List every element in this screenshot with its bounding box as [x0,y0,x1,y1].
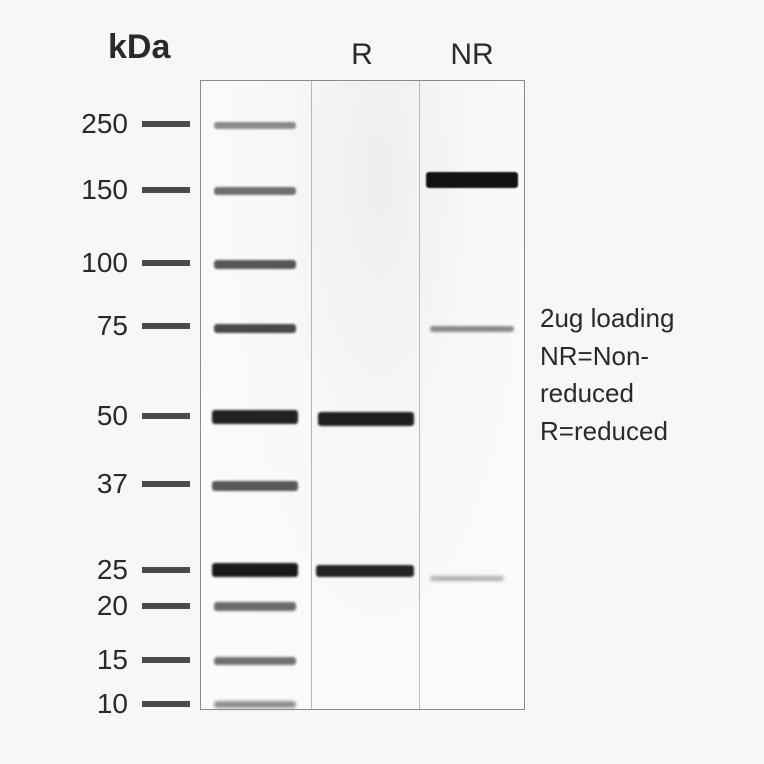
gel-band [214,657,296,665]
lane-separator [311,81,312,709]
mw-label: 15 [58,644,128,676]
mw-tick [142,603,190,609]
figure-annotation: 2ug loadingNR=Non-reducedR=reduced [540,300,674,451]
gel-band [214,324,296,333]
mw-label: 25 [58,554,128,586]
gel-figure: kDa R NR 250 150 100 75 50 37 25 20 15 10 2ug loading… [0,0,764,764]
annotation-line: reduced [540,375,674,413]
annotation-line: 2ug loading [540,300,674,338]
gel-band [214,602,296,611]
mw-tick [142,657,190,663]
lane-label: NR [432,38,512,72]
gel-band [214,260,296,269]
mw-tick [142,187,190,193]
mw-tick [142,323,190,329]
mw-tick [142,413,190,419]
mw-tick [142,567,190,573]
mw-label: 50 [58,400,128,432]
gel-band [316,565,414,577]
mw-label: 20 [58,590,128,622]
mw-label: 100 [58,247,128,279]
annotation-line: NR=Non- [540,338,674,376]
gel-band [318,412,414,426]
gel-band [212,481,298,491]
mw-tick [142,121,190,127]
annotation-line: R=reduced [540,413,674,451]
gel-band [214,701,296,708]
lane-separator [419,81,420,709]
gel-band [214,187,296,195]
gel-band [212,563,298,577]
mw-label: 75 [58,310,128,342]
mw-label: 10 [58,688,128,720]
axis-title-kda: kDa [108,28,170,67]
gel-band [426,172,518,188]
mw-tick [142,701,190,707]
gel-band [430,576,504,581]
gel-band [212,410,298,424]
lane-label: R [322,38,402,72]
mw-label: 150 [58,174,128,206]
mw-tick [142,260,190,266]
mw-label: 37 [58,468,128,500]
gel-band [214,122,296,129]
mw-tick [142,481,190,487]
mw-label: 250 [58,108,128,140]
gel-band [430,326,514,332]
